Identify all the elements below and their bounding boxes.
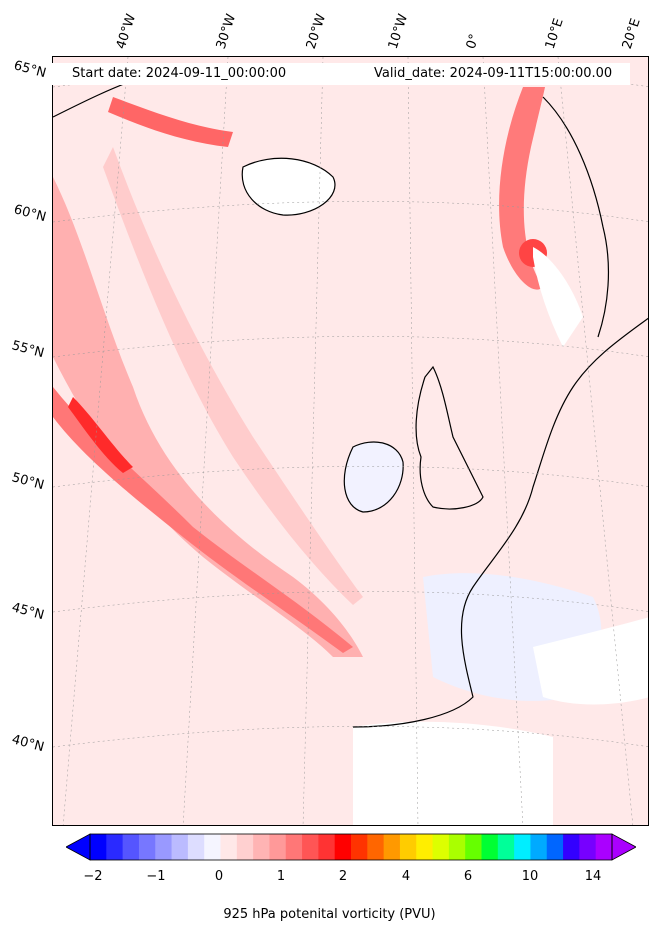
start-date-label: Start date: 2024-09-11_00:00:00 bbox=[72, 66, 287, 81]
colorbar-cell bbox=[138, 834, 156, 860]
colorbar-cell bbox=[187, 834, 205, 860]
colorbar-cell bbox=[383, 834, 401, 860]
colorbar-cell bbox=[416, 834, 434, 860]
vorticity-band-west-core bbox=[53, 387, 353, 653]
colorbar-outline bbox=[89, 833, 613, 861]
colorbar-cell bbox=[465, 834, 482, 860]
colorbar-extend-min bbox=[66, 833, 91, 861]
colorbar-cell bbox=[579, 834, 597, 860]
lon-label-10e: 10°E bbox=[542, 16, 567, 51]
colorbar-cell bbox=[171, 834, 189, 860]
colorbar-tick: −1 bbox=[146, 869, 166, 884]
colorbar-cell bbox=[285, 834, 303, 860]
colorbar-cell bbox=[563, 834, 580, 860]
colorbar-cell bbox=[530, 834, 548, 860]
lat-label-65n: 65°N bbox=[12, 58, 48, 82]
colorbar-tick: 4 bbox=[401, 869, 411, 884]
norway-coastline bbox=[542, 96, 610, 338]
colorbar-cell bbox=[448, 834, 466, 860]
colorbar-cell bbox=[155, 834, 173, 860]
masked-norway bbox=[533, 247, 583, 347]
ireland-outline bbox=[343, 441, 404, 513]
colorbar-cell bbox=[334, 834, 352, 860]
map-panel bbox=[52, 56, 649, 826]
colorbar-tick: 1 bbox=[276, 869, 286, 884]
lon-label-10w: 10°W bbox=[385, 12, 412, 51]
lat-label-50n: 50°N bbox=[10, 470, 46, 494]
lon-label-20w: 20°W bbox=[303, 12, 330, 51]
lon-label-40w: 40°W bbox=[113, 12, 140, 51]
colorbar-cell bbox=[497, 834, 515, 860]
vorticity-band-central bbox=[103, 147, 363, 605]
colorbar-label: 925 hPa potenital vorticity (PVU) bbox=[223, 907, 436, 922]
colorbar-cell bbox=[236, 834, 254, 860]
vorticity-band-north bbox=[108, 97, 233, 147]
colorbar-tick: 6 bbox=[463, 869, 473, 884]
colorbar-cell bbox=[106, 834, 124, 860]
colorbar-cell bbox=[253, 834, 270, 860]
colorbar-extend-max bbox=[611, 833, 636, 861]
lon-label-20e: 20°E bbox=[619, 16, 644, 51]
colorbar-cell bbox=[432, 834, 450, 860]
colorbar bbox=[66, 833, 636, 861]
lon-label-0: 0° bbox=[463, 32, 483, 51]
colorbar-cell bbox=[302, 834, 319, 860]
colorbar-cell bbox=[269, 834, 287, 860]
date-header-band bbox=[52, 63, 630, 85]
colorbar-cell bbox=[122, 834, 140, 860]
lat-label-45n: 45°N bbox=[10, 600, 46, 624]
colorbar-tick: 14 bbox=[584, 869, 602, 884]
colorbar-cells bbox=[90, 834, 613, 860]
colorbar-cell bbox=[367, 834, 385, 860]
colorbar-cell bbox=[546, 834, 564, 860]
colorbar-tick: −2 bbox=[83, 869, 103, 884]
lat-label-40n: 40°N bbox=[10, 732, 46, 756]
iceland-outline bbox=[241, 157, 336, 216]
colorbar-tick: 10 bbox=[521, 869, 539, 884]
vorticity-band-norway bbox=[499, 87, 545, 290]
colorbar-cell bbox=[204, 834, 221, 860]
vorticity-band-west bbox=[53, 177, 363, 657]
colorbar-cell bbox=[595, 834, 613, 860]
lon-label-30w: 30°W bbox=[213, 12, 240, 51]
colorbar-cell bbox=[399, 834, 417, 860]
colorbar-cell bbox=[481, 834, 499, 860]
great-britain-outline bbox=[415, 365, 484, 510]
colorbar-cell bbox=[318, 834, 336, 860]
masked-alps bbox=[533, 617, 648, 705]
colorbar-cell bbox=[220, 834, 238, 860]
colorbar-cell bbox=[514, 834, 531, 860]
vorticity-max-west bbox=[68, 397, 133, 473]
lat-label-55n: 55°N bbox=[10, 338, 46, 362]
masked-iberia bbox=[353, 721, 553, 825]
lat-label-60n: 60°N bbox=[12, 202, 48, 226]
colorbar-cell bbox=[351, 834, 368, 860]
continental-coastline bbox=[352, 317, 648, 728]
colorbar-tick: 2 bbox=[338, 869, 348, 884]
graticule bbox=[53, 57, 648, 825]
colorbar-tick: 0 bbox=[214, 869, 224, 884]
vorticity-field bbox=[53, 57, 648, 825]
colorbar-cell bbox=[90, 834, 107, 860]
valid-date-label: Valid_date: 2024-09-11T15:00:00.00 bbox=[374, 66, 613, 81]
